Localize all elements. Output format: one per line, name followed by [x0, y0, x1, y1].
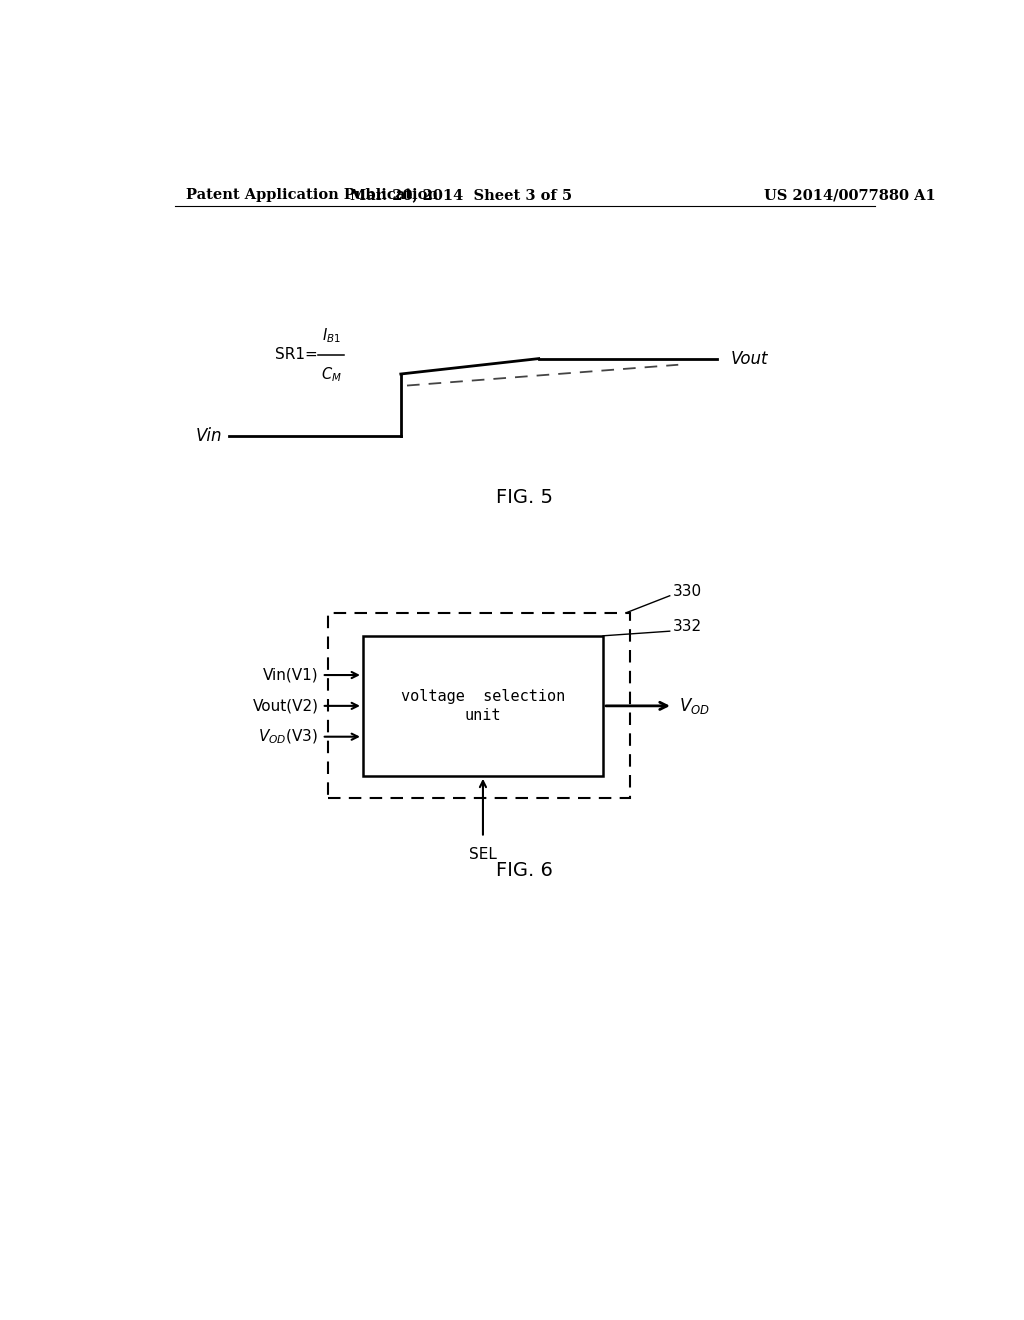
Text: 332: 332 [673, 619, 701, 634]
Text: Vout(V2): Vout(V2) [253, 698, 318, 713]
Text: voltage  selection: voltage selection [400, 689, 565, 704]
Text: Vout: Vout [731, 350, 768, 367]
Text: FIG. 6: FIG. 6 [497, 861, 553, 880]
Text: $V_{OD}$(V3): $V_{OD}$(V3) [258, 727, 318, 746]
Text: Mar. 20, 2014  Sheet 3 of 5: Mar. 20, 2014 Sheet 3 of 5 [350, 189, 572, 202]
Text: Vin(V1): Vin(V1) [263, 668, 318, 682]
Text: unit: unit [465, 708, 501, 722]
Text: $I_{B1}$: $I_{B1}$ [322, 326, 340, 345]
Text: FIG. 5: FIG. 5 [497, 487, 553, 507]
Bar [362, 636, 603, 776]
Bar [328, 612, 630, 797]
Text: Patent Application Publication: Patent Application Publication [186, 189, 438, 202]
Text: US 2014/0077880 A1: US 2014/0077880 A1 [764, 189, 935, 202]
Text: 330: 330 [673, 583, 701, 599]
Text: $C_{M}$: $C_{M}$ [321, 366, 341, 384]
Text: SR1=: SR1= [275, 347, 317, 362]
Text: Vin: Vin [196, 426, 222, 445]
Text: SEL: SEL [469, 847, 497, 862]
Text: $V_{OD}$: $V_{OD}$ [679, 696, 710, 715]
